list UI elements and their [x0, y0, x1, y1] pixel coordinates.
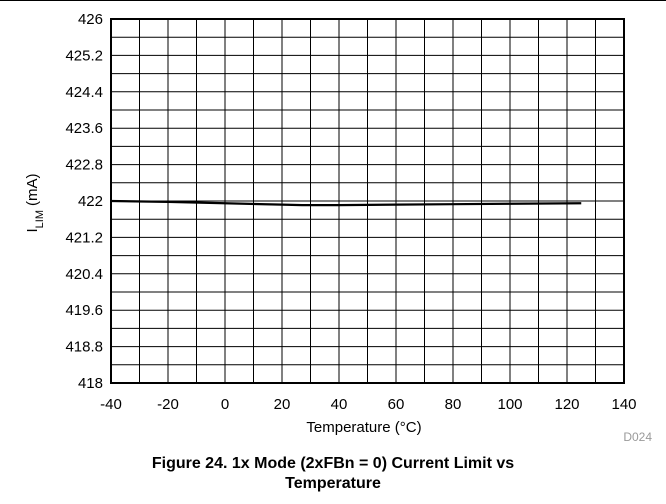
x-tick-label: 40	[331, 396, 348, 413]
x-tick-label: 60	[388, 396, 405, 413]
figure-caption: Figure 24. 1x Mode (2xFBn = 0) Current L…	[0, 454, 666, 494]
y-axis-title: ILIM (mA)	[24, 173, 46, 232]
y-tick-label: 418	[78, 375, 103, 392]
y-tick-labels: 418 418.8 419.6 420.4 421.2 422 422.8 423.6 424.…	[65, 11, 103, 392]
x-tick-label: 100	[497, 396, 522, 413]
x-tick-label: 140	[611, 396, 636, 413]
grid	[111, 19, 624, 383]
y-tick-label: 419.6	[65, 302, 103, 319]
y-tick-label: 421.2	[65, 229, 103, 246]
y-tick-label: 425.2	[65, 47, 103, 64]
y-tick-label: 422	[78, 193, 103, 210]
figure-code: D024	[623, 430, 652, 444]
series-line-1	[110, 199, 582, 207]
top-rule	[0, 0, 666, 1]
x-tick-label: 0	[221, 396, 229, 413]
x-tick-label: 80	[445, 396, 462, 413]
x-axis-title: Temperature (°C)	[306, 419, 421, 436]
x-tick-label: 120	[554, 396, 579, 413]
y-tick-label: 418.8	[65, 339, 103, 356]
y-axis-title-main: I	[24, 228, 41, 232]
y-tick-label: 426	[78, 11, 103, 28]
series-layer	[110, 199, 582, 207]
x-tick-label: -20	[157, 396, 179, 413]
y-axis-title-subscript: LIM	[34, 210, 46, 228]
x-tick-label: 20	[274, 396, 291, 413]
y-tick-label: 422.8	[65, 157, 103, 174]
y-tick-label: 423.6	[65, 120, 103, 137]
x-tick-label: -40	[100, 396, 122, 413]
y-tick-label: 420.4	[65, 266, 103, 283]
y-tick-label: 424.4	[65, 84, 103, 101]
current-limit-chart: 418 418.8 419.6 420.4 421.2 422 422.8 423.6 424.…	[24, 11, 652, 444]
figure-caption-line1: Figure 24. 1x Mode (2xFBn = 0) Current L…	[151, 455, 515, 472]
x-tick-labels: -40 -20 0 20 40 60 80 100 120 140	[100, 396, 636, 413]
figure-caption-line2: Temperature	[285, 475, 381, 492]
y-axis-title-unit: (mA)	[24, 173, 41, 206]
